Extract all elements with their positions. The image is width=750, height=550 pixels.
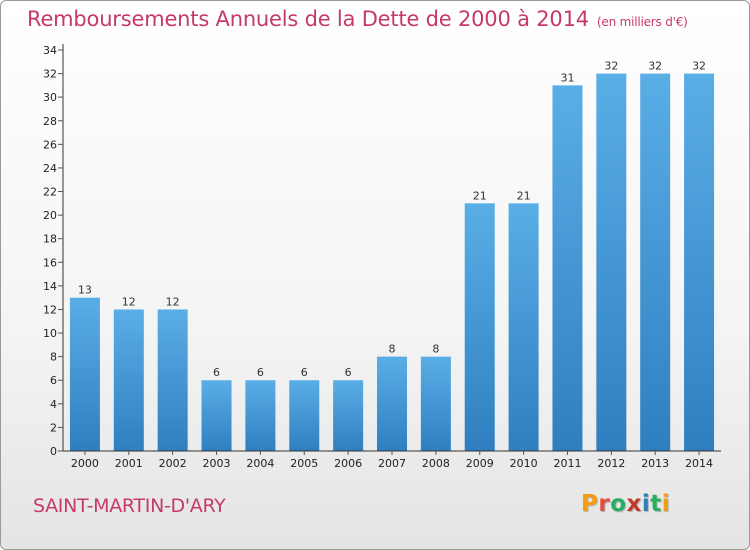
y-tick-label: 26 — [43, 138, 57, 151]
logo-letter: i — [641, 491, 651, 517]
y-tick-label: 30 — [43, 91, 57, 104]
bar-value-label: 12 — [122, 295, 136, 308]
x-tick-label: 2002 — [159, 457, 187, 470]
chart-title: Remboursements Annuels de la Dette de 20… — [27, 7, 688, 31]
y-tick-label: 8 — [50, 351, 57, 364]
x-tick-label: 2003 — [203, 457, 231, 470]
x-tick-label: 2013 — [641, 457, 669, 470]
bar — [245, 380, 276, 451]
bar-value-label: 32 — [604, 60, 618, 73]
bar-value-label: 6 — [345, 366, 352, 379]
x-tick-label: 2008 — [422, 457, 450, 470]
bar-value-label: 8 — [389, 343, 396, 356]
bar-value-label: 12 — [166, 295, 180, 308]
y-tick-label: 18 — [43, 233, 57, 246]
bar-value-label: 6 — [257, 366, 264, 379]
bar — [464, 203, 495, 451]
bar — [69, 297, 100, 451]
logo-letter: r — [598, 491, 611, 517]
y-tick-label: 34 — [43, 44, 57, 57]
logo-letter: t — [650, 491, 662, 517]
x-tick-label: 2011 — [553, 457, 581, 470]
y-tick-label: 22 — [43, 186, 57, 199]
bar — [157, 309, 188, 451]
logo-letter: P — [581, 491, 599, 517]
bar — [333, 380, 364, 451]
y-tick-label: 2 — [50, 421, 57, 434]
bar-value-label: 13 — [78, 284, 92, 297]
bar — [201, 380, 232, 451]
x-tick-label: 2012 — [597, 457, 625, 470]
bar — [684, 73, 715, 452]
y-tick-label: 24 — [43, 162, 57, 175]
bar-value-label: 6 — [213, 366, 220, 379]
x-tick-label: 2009 — [466, 457, 494, 470]
x-tick-label: 2014 — [685, 457, 713, 470]
x-tick-label: 2000 — [71, 457, 99, 470]
proxiti-logo: Proxiti — [581, 491, 670, 517]
y-tick-label: 4 — [50, 398, 57, 411]
bar — [377, 356, 407, 451]
y-tick-label: 0 — [50, 445, 57, 458]
logo-letter: i — [661, 491, 671, 517]
x-tick-label: 2007 — [378, 457, 406, 470]
y-tick-label: 6 — [50, 374, 57, 387]
x-tick-label: 2006 — [334, 457, 362, 470]
bar-value-label: 32 — [648, 60, 662, 73]
bar — [508, 203, 539, 451]
y-tick-label: 28 — [43, 115, 57, 128]
bar — [289, 380, 320, 451]
x-tick-label: 2010 — [510, 457, 538, 470]
logo-letter: x — [626, 491, 642, 517]
y-tick-label: 10 — [43, 327, 57, 340]
bar — [596, 73, 627, 452]
title-text: Remboursements Annuels de la Dette de 20… — [27, 7, 589, 31]
logo-letter: o — [610, 491, 627, 517]
chart-subtitle: (en milliers d'€) — [596, 15, 688, 29]
bar — [420, 356, 451, 451]
y-tick-label: 14 — [43, 280, 57, 293]
bar — [113, 309, 144, 451]
x-tick-label: 2005 — [290, 457, 318, 470]
y-tick-label: 32 — [43, 68, 57, 81]
y-tick-label: 16 — [43, 256, 57, 269]
bar-value-label: 6 — [301, 366, 308, 379]
bar — [552, 85, 583, 451]
x-tick-label: 2001 — [115, 457, 143, 470]
bar-value-label: 31 — [560, 71, 574, 84]
bar-value-label: 21 — [517, 189, 531, 202]
x-tick-label: 2004 — [246, 457, 274, 470]
bar-value-label: 8 — [432, 343, 439, 356]
bar-value-label: 32 — [692, 60, 706, 73]
y-tick-label: 12 — [43, 303, 57, 316]
commune-name: SAINT-MARTIN-D'ARY — [33, 495, 226, 517]
bars-group: 13 12 12 6 6 6 6 8 8 21 21 31 32 32 32 — [69, 60, 715, 452]
bar-value-label: 21 — [473, 189, 487, 202]
y-tick-label: 20 — [43, 209, 57, 222]
bar — [640, 73, 671, 452]
